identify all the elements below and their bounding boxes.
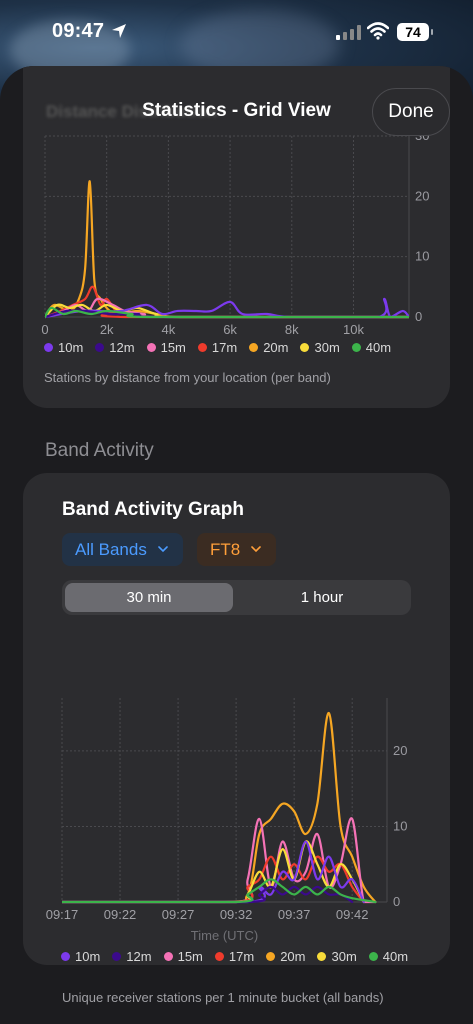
distance-chart-caption: Stations by distance from your location …	[44, 370, 331, 385]
distance-chart-legend: 10m 12m 15m 17m 20m 30m 40m	[44, 340, 403, 355]
segment-1-hour[interactable]: 1 hour	[300, 589, 344, 606]
legend-swatch	[44, 343, 53, 352]
y-tick-label: 10	[393, 818, 407, 833]
legend-label: 20m	[280, 949, 306, 964]
legend-item-10m: 10m	[61, 949, 100, 964]
y-tick-label: 0	[393, 894, 400, 909]
legend-item-17m: 17m	[214, 949, 255, 964]
band-activity-legend: 10m 12m 15m 17m 20m 30m 40m	[61, 949, 420, 964]
band-activity-card-title: Band Activity Graph	[62, 499, 244, 520]
legend-item-12m: 12m	[95, 340, 135, 355]
obscured-section-title: Distance Distribution	[46, 102, 217, 121]
series-line-20m	[45, 180, 409, 319]
band-activity-card: 0 10 20 09:17 09:22 09:27 09:32 09:37 09:42 Time …	[23, 473, 450, 1005]
x-tick-label: 09:27	[162, 907, 195, 922]
band-filter-dropdown[interactable]: All Bands	[62, 533, 183, 566]
legend-label: 12m	[109, 340, 135, 355]
x-tick-label: 4k	[162, 322, 176, 337]
status-time: 09:47	[52, 20, 105, 42]
legend-label: 10m	[75, 949, 101, 964]
legend-swatch	[112, 952, 122, 961]
legend-swatch	[351, 343, 361, 352]
legend-label: 40m	[365, 340, 392, 355]
series-line-40m	[45, 306, 409, 319]
legend-label: 40m	[382, 949, 409, 964]
legend-swatch	[163, 952, 173, 961]
legend-swatch	[317, 952, 327, 961]
legend-label: 30m	[331, 949, 357, 964]
legend-label: 15m	[177, 949, 203, 964]
series-line-20m	[62, 711, 377, 904]
x-tick-label: 09:32	[220, 907, 253, 922]
chevron-down-icon	[158, 546, 168, 553]
wifi-icon	[367, 22, 389, 40]
statistics-sheet: 010203002k4k6k8k10k 10m12m15m17m20m30m40…	[0, 66, 473, 1024]
cellular-signal-icon	[336, 25, 361, 40]
legend-item-40m: 40m	[368, 949, 409, 964]
legend-swatch	[61, 952, 70, 961]
legend-swatch	[368, 952, 378, 961]
legend-swatch	[197, 343, 207, 352]
legend-label: 12m	[126, 949, 152, 964]
legend-item-20m: 20m	[266, 949, 305, 964]
x-axis-label: Time (UTC)	[191, 928, 258, 943]
segment-30-min[interactable]: 30 min	[65, 583, 233, 612]
mode-filter-label: FT8	[210, 540, 241, 559]
legend-item-30m: 30m	[300, 340, 340, 355]
legend-swatch	[266, 952, 276, 961]
time-range-segmented-control: 30 min 1 hour	[62, 580, 411, 615]
y-tick-label: 20	[415, 188, 429, 203]
x-tick-label: 09:42	[336, 907, 369, 922]
series-line-30m	[62, 840, 365, 904]
chevron-down-icon	[251, 546, 261, 553]
legend-swatch	[214, 952, 224, 961]
band-activity-section-title: Band Activity	[45, 440, 154, 461]
legend-label: 20m	[263, 340, 289, 355]
legend-item-17m: 17m	[197, 340, 238, 355]
x-tick-label: 0	[41, 322, 48, 337]
mode-filter-dropdown[interactable]: FT8	[197, 533, 276, 566]
x-tick-label: 09:17	[46, 907, 79, 922]
series-line-40m	[62, 878, 377, 904]
legend-item-12m: 12m	[112, 949, 152, 964]
band-activity-caption: Unique receiver stations per 1 minute bu…	[62, 990, 384, 1005]
legend-item-10m: 10m	[44, 340, 83, 355]
legend-label: 17m	[228, 949, 255, 964]
legend-swatch	[146, 343, 156, 352]
location-arrow-icon	[112, 24, 126, 38]
sheet-title: Statistics - Grid View	[142, 100, 331, 121]
legend-label: 17m	[211, 340, 238, 355]
band-filter-label: All Bands	[75, 540, 147, 559]
legend-item-15m: 15m	[146, 340, 186, 355]
series-line-12m	[62, 885, 354, 904]
x-tick-label: 2k	[100, 322, 114, 337]
legend-swatch	[95, 343, 105, 352]
x-tick-label: 10k	[343, 322, 364, 337]
x-tick-label: 8k	[285, 322, 299, 337]
series-line-15m	[62, 817, 377, 904]
y-tick-label: 10	[415, 249, 429, 264]
x-tick-label: 6k	[223, 322, 237, 337]
band-activity-chart: 0 10 20 09:17 09:22 09:27 09:32 09:37 09:42 Time …	[46, 698, 407, 943]
legend-item-40m: 40m	[351, 340, 392, 355]
legend-item-15m: 15m	[163, 949, 203, 964]
series-line-10m	[62, 840, 365, 904]
legend-item-30m: 30m	[317, 949, 357, 964]
x-tick-label: 09:37	[278, 907, 311, 922]
legend-swatch	[300, 343, 310, 352]
series-line-10m	[45, 297, 409, 319]
legend-swatch	[249, 343, 259, 352]
legend-label: 15m	[160, 340, 186, 355]
legend-label: 10m	[58, 340, 84, 355]
distance-chart: 010203002k4k6k8k10k	[41, 128, 429, 337]
y-tick-label: 20	[393, 743, 407, 758]
legend-label: 30m	[314, 340, 340, 355]
x-tick-label: 09:22	[104, 907, 137, 922]
done-button[interactable]: Done	[372, 88, 450, 136]
legend-item-20m: 20m	[249, 340, 288, 355]
y-tick-label: 0	[415, 309, 422, 324]
battery-indicator: 74	[397, 23, 433, 41]
status-bar: 09:47 74	[0, 0, 473, 62]
